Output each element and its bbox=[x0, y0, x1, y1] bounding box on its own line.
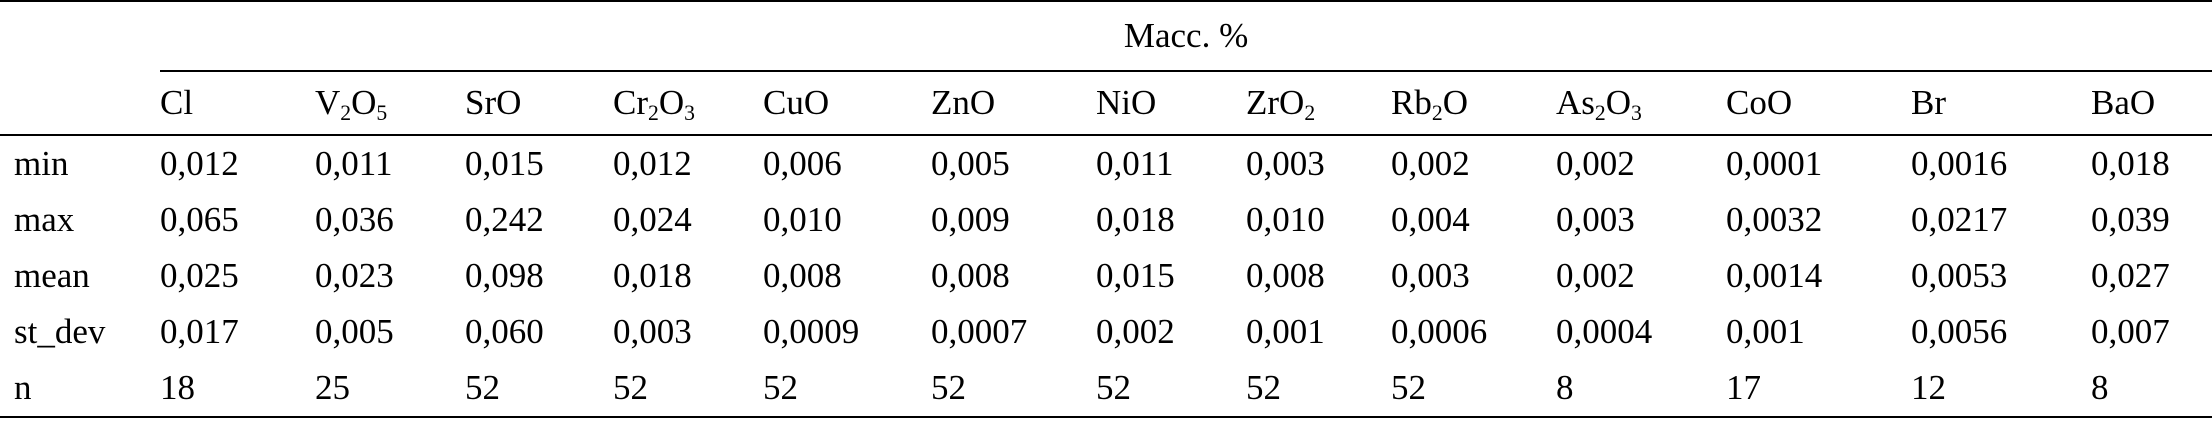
table-cell: 0,025 bbox=[160, 256, 239, 295]
table-cell: 0,010 bbox=[1246, 200, 1325, 239]
table-cell: 0,017 bbox=[160, 312, 239, 351]
table-row-max: max 0,065 0,036 0,242 0,024 0,010 0,009 0,018 0,… bbox=[0, 192, 2212, 248]
table-cell: 8 bbox=[2091, 368, 2109, 407]
table-cell: 0,008 bbox=[763, 256, 842, 295]
column-header-nio: NiO bbox=[1096, 71, 1246, 136]
table-cell: 0,027 bbox=[2091, 256, 2170, 295]
table-cell: 0,001 bbox=[1726, 312, 1805, 351]
table-cell: 52 bbox=[931, 368, 966, 407]
table-cell: 0,0032 bbox=[1726, 200, 1823, 239]
table-cell: 8 bbox=[1556, 368, 1574, 407]
table-cell: 0,242 bbox=[465, 200, 544, 239]
table-cell: 0,015 bbox=[465, 144, 544, 183]
table-cell: 0,060 bbox=[465, 312, 544, 351]
column-header-cuo: CuO bbox=[763, 71, 931, 136]
table-cell: 0,039 bbox=[2091, 200, 2170, 239]
row-label: n bbox=[14, 368, 32, 407]
table-cell: 0,010 bbox=[763, 200, 842, 239]
table-cell: 0,002 bbox=[1391, 144, 1470, 183]
table-cell: 17 bbox=[1726, 368, 1761, 407]
column-header-sro: SrO bbox=[465, 71, 613, 136]
table-cell: 0,008 bbox=[931, 256, 1010, 295]
table-cell: 52 bbox=[1096, 368, 1131, 407]
table-cell: 0,004 bbox=[1391, 200, 1470, 239]
column-header-cr2o3: Cr2O3 bbox=[613, 71, 763, 136]
table-cell: 0,098 bbox=[465, 256, 544, 295]
table-cell: 0,0016 bbox=[1911, 144, 2008, 183]
column-header-cl: Cl bbox=[160, 71, 315, 136]
table-cell: 0,036 bbox=[315, 200, 394, 239]
table-row-st-dev: st_dev 0,017 0,005 0,060 0,003 0,0009 0,0007 0,… bbox=[0, 304, 2212, 360]
table-cell: 0,006 bbox=[763, 144, 842, 183]
table-cell: 0,0053 bbox=[1911, 256, 2008, 295]
column-header-br: Br bbox=[1911, 71, 2091, 136]
super-header-row: Масс. % bbox=[0, 1, 2212, 72]
table-cell: 0,0007 bbox=[931, 312, 1028, 351]
table-cell: 0,009 bbox=[931, 200, 1010, 239]
table-cell: 0,018 bbox=[2091, 144, 2170, 183]
table-cell: 0,011 bbox=[315, 144, 393, 183]
table-cell: 0,018 bbox=[1096, 200, 1175, 239]
table-cell: 0,0004 bbox=[1556, 312, 1653, 351]
table-cell: 0,0217 bbox=[1911, 200, 2008, 239]
table-cell: 0,003 bbox=[613, 312, 692, 351]
table-cell: 0,065 bbox=[160, 200, 239, 239]
table-cell: 0,012 bbox=[613, 144, 692, 183]
row-label-header bbox=[0, 71, 160, 136]
table-cell: 0,005 bbox=[931, 144, 1010, 183]
table-cell: 0,003 bbox=[1391, 256, 1470, 295]
row-label: min bbox=[14, 144, 69, 183]
column-header-v2o5: V2O5 bbox=[315, 71, 465, 136]
table-cell: 0,0009 bbox=[763, 312, 860, 351]
table-cell: 52 bbox=[763, 368, 798, 407]
column-header-zno: ZnO bbox=[931, 71, 1096, 136]
corner-cell bbox=[0, 1, 160, 71]
table-cell: 0,015 bbox=[1096, 256, 1175, 295]
table-cell: 0,003 bbox=[1556, 200, 1635, 239]
column-header-zro2: ZrO2 bbox=[1246, 71, 1391, 136]
column-header-as2o3: As2O3 bbox=[1556, 71, 1726, 136]
table-body: Масс. % Cl V2O5 SrO Cr2O3 CuO ZnO NiO ZrO2 Rb2O A… bbox=[0, 1, 2212, 417]
table-row-n: n 18 25 52 52 52 52 52 52 52 8 17 12 8 bbox=[0, 360, 2212, 417]
table-cell: 0,002 bbox=[1556, 256, 1635, 295]
table-cell: 0,002 bbox=[1096, 312, 1175, 351]
table-cell: 0,018 bbox=[613, 256, 692, 295]
table-cell: 52 bbox=[613, 368, 648, 407]
column-header-coo: CoO bbox=[1726, 71, 1911, 136]
table-cell: 0,012 bbox=[160, 144, 239, 183]
table-cell: 0,0001 bbox=[1726, 144, 1823, 183]
table-cell: 0,001 bbox=[1246, 312, 1325, 351]
table-row-min: min 0,012 0,011 0,015 0,012 0,006 0,005 0,011 0,… bbox=[0, 135, 2212, 192]
table-cell: 52 bbox=[465, 368, 500, 407]
mass-percent-header: Масс. % bbox=[160, 1, 2212, 72]
table-cell: 52 bbox=[1391, 368, 1426, 407]
table-row-mean: mean 0,025 0,023 0,098 0,018 0,008 0,008 0,015 0… bbox=[0, 248, 2212, 304]
row-label: max bbox=[14, 200, 75, 239]
table-cell: 25 bbox=[315, 368, 350, 407]
table-cell: 18 bbox=[160, 368, 195, 407]
column-header-rb2o: Rb2O bbox=[1391, 71, 1556, 136]
column-header-row: Cl V2O5 SrO Cr2O3 CuO ZnO NiO ZrO2 Rb2O As2O3 CoO B… bbox=[0, 71, 2212, 136]
table-cell: 52 bbox=[1246, 368, 1281, 407]
table-cell: 0,0014 bbox=[1726, 256, 1823, 295]
table-cell: 0,0056 bbox=[1911, 312, 2008, 351]
table-cell: 0,007 bbox=[2091, 312, 2170, 351]
row-label: mean bbox=[14, 256, 90, 295]
table-cell: 0,005 bbox=[315, 312, 394, 351]
table-cell: 0,011 bbox=[1096, 144, 1174, 183]
table-cell: 0,0006 bbox=[1391, 312, 1488, 351]
table-cell: 0,002 bbox=[1556, 144, 1635, 183]
table-cell: 0,008 bbox=[1246, 256, 1325, 295]
row-label: st_dev bbox=[14, 312, 106, 351]
table-cell: 12 bbox=[1911, 368, 1946, 407]
table-cell: 0,024 bbox=[613, 200, 692, 239]
column-header-bao: BaO bbox=[2091, 71, 2212, 136]
table-cell: 0,003 bbox=[1246, 144, 1325, 183]
table-cell: 0,023 bbox=[315, 256, 394, 295]
